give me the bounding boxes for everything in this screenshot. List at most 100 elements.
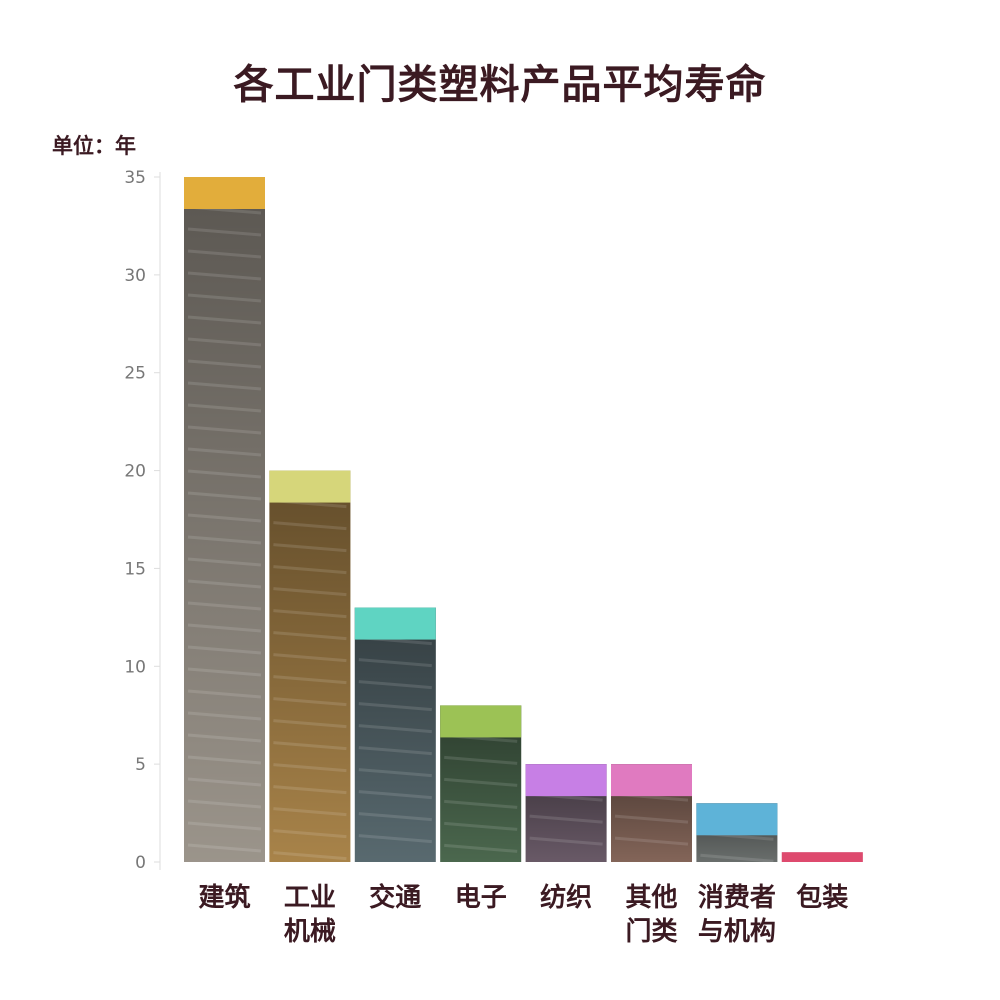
bar-cap: [525, 764, 607, 797]
bar-texture: [529, 836, 603, 846]
chart-title: 各工业门类塑料产品平均寿命: [233, 61, 767, 108]
bar-cap: [696, 803, 778, 836]
bar-texture: [273, 697, 347, 707]
bar-texture: [187, 799, 262, 809]
bar-texture: [273, 565, 347, 575]
x-category-label: 工业机械: [284, 883, 336, 947]
bar-texture: [444, 843, 518, 853]
bar-texture: [444, 821, 518, 831]
unit-label: 单位：年: [52, 133, 136, 158]
bar-texture: [529, 814, 603, 824]
x-category-label: 包装: [796, 882, 848, 913]
bar-texture: [273, 631, 347, 641]
bar-texture: [187, 623, 262, 633]
bar-texture: [187, 513, 262, 523]
bar-texture: [273, 763, 347, 773]
bar-cap: [269, 470, 351, 503]
bar-texture: [273, 675, 347, 685]
y-tick-label: 30: [124, 266, 146, 286]
bar: [354, 607, 436, 862]
bar-cap: [184, 177, 265, 209]
bar-texture: [273, 741, 347, 751]
bar-texture: [187, 491, 262, 501]
bar-texture: [187, 227, 262, 237]
bar-texture: [187, 403, 262, 413]
bar-texture: [187, 557, 262, 567]
bar-texture: [273, 653, 347, 663]
y-tick-label: 15: [124, 559, 146, 579]
bar-texture: [187, 381, 262, 391]
bar-texture: [358, 790, 432, 800]
bar-texture: [273, 785, 347, 795]
y-tick-label: 0: [135, 853, 146, 873]
bar-texture: [273, 521, 347, 531]
bar-texture: [273, 609, 347, 619]
y-tick-label: 5: [135, 755, 146, 775]
x-category-label: 建筑: [198, 882, 250, 913]
bar-texture: [358, 702, 432, 712]
bar-texture: [187, 645, 262, 655]
bar-cap: [611, 764, 692, 797]
bar-texture: [187, 469, 262, 479]
bar-texture: [358, 746, 432, 756]
bar-texture: [273, 719, 347, 729]
bar-texture: [187, 777, 262, 787]
bar-cap: [354, 607, 436, 640]
bar-texture: [187, 359, 262, 369]
bar-cap: [781, 852, 863, 862]
bar-texture: [187, 337, 262, 347]
y-tick-label: 35: [124, 168, 146, 188]
bar-texture: [187, 755, 262, 765]
bar-texture: [358, 812, 432, 822]
x-category-label: 纺织: [540, 882, 592, 913]
bar-shade: [269, 470, 351, 862]
bar-texture: [187, 271, 262, 281]
x-category-label: 电子: [455, 883, 507, 913]
bar-texture: [187, 315, 262, 325]
bar-texture: [187, 249, 262, 259]
bar-texture: [444, 777, 518, 787]
bar-texture: [187, 843, 262, 853]
bar: [525, 764, 607, 862]
bar-texture: [358, 680, 432, 690]
bar-texture: [273, 587, 347, 597]
bar-texture: [187, 667, 262, 677]
bar-texture: [444, 799, 518, 809]
bar-texture: [187, 711, 262, 721]
bar-texture: [187, 293, 262, 303]
bar-texture: [187, 535, 262, 545]
bar: [269, 470, 351, 862]
bar: [184, 177, 265, 862]
bar-texture: [358, 658, 432, 668]
bar: [611, 764, 692, 862]
bar: [440, 705, 522, 862]
x-category-label: 消费者与机构: [698, 883, 776, 947]
y-tick-label: 20: [124, 462, 146, 482]
bar-texture: [444, 755, 518, 765]
bar-texture: [187, 733, 262, 743]
bar-texture: [273, 829, 347, 839]
bar-shade: [184, 177, 265, 862]
bar-texture: [187, 425, 262, 435]
bar-texture: [273, 851, 347, 861]
y-tick-label: 10: [124, 657, 146, 677]
x-category-label: 交通: [369, 882, 421, 913]
bar-texture: [187, 601, 262, 611]
x-category-label: 其他门类: [625, 883, 677, 947]
bar-texture: [187, 689, 262, 699]
bar-texture: [614, 814, 689, 824]
bar-texture: [700, 853, 774, 863]
bar-texture: [273, 807, 347, 817]
bar-shade: [354, 607, 436, 862]
bar-texture: [358, 834, 432, 844]
bar: [781, 852, 863, 862]
bar: [696, 803, 778, 863]
bar-texture: [187, 447, 262, 457]
bar-texture: [358, 768, 432, 778]
bar-texture: [358, 724, 432, 734]
bar-texture: [187, 821, 262, 831]
bar-texture: [614, 836, 689, 846]
bar-cap: [440, 705, 522, 738]
y-tick-label: 25: [124, 364, 146, 384]
